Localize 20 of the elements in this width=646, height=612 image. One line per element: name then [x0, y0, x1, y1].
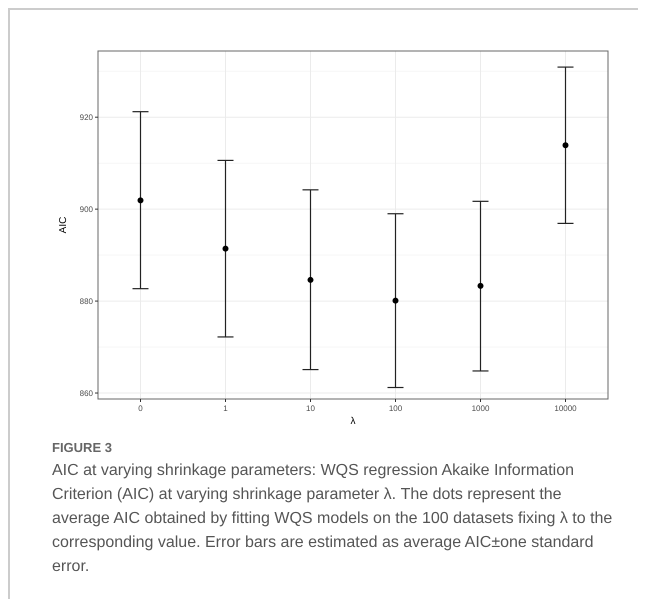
text: FIGURE 3	[52, 440, 113, 455]
y-axis-title: AIC	[58, 216, 69, 234]
point	[392, 298, 398, 304]
x-tick-label: 10	[306, 404, 316, 413]
x-tick-label: 1	[223, 404, 228, 413]
x-tick-label: 10000	[554, 404, 578, 413]
x-tick-label: 1000	[472, 404, 490, 413]
y-tick-label: 920	[80, 113, 94, 122]
point	[222, 246, 228, 252]
x-tick-label: 0	[138, 404, 144, 413]
y-tick-label: 860	[80, 388, 94, 398]
point	[138, 197, 144, 204]
point	[478, 282, 484, 289]
text: AIC at varying shrinkage parameters: WQS regression Akaike Information Criterion (AIC) at varying shrinkage parameter λ. The dots represent the average AIC obtained by fitting WQS models on the 100 datasets fixing λ to the corresponding value. Error bars are estimated as average AIC±one standard error.	[52, 461, 614, 577]
point	[308, 276, 314, 283]
point	[562, 142, 568, 148]
y-tick-label: 880	[80, 296, 94, 306]
y-tick-label: 900	[80, 204, 94, 214]
x-tick-label: 100	[388, 404, 403, 413]
x-axis-title: λ	[350, 416, 356, 427]
